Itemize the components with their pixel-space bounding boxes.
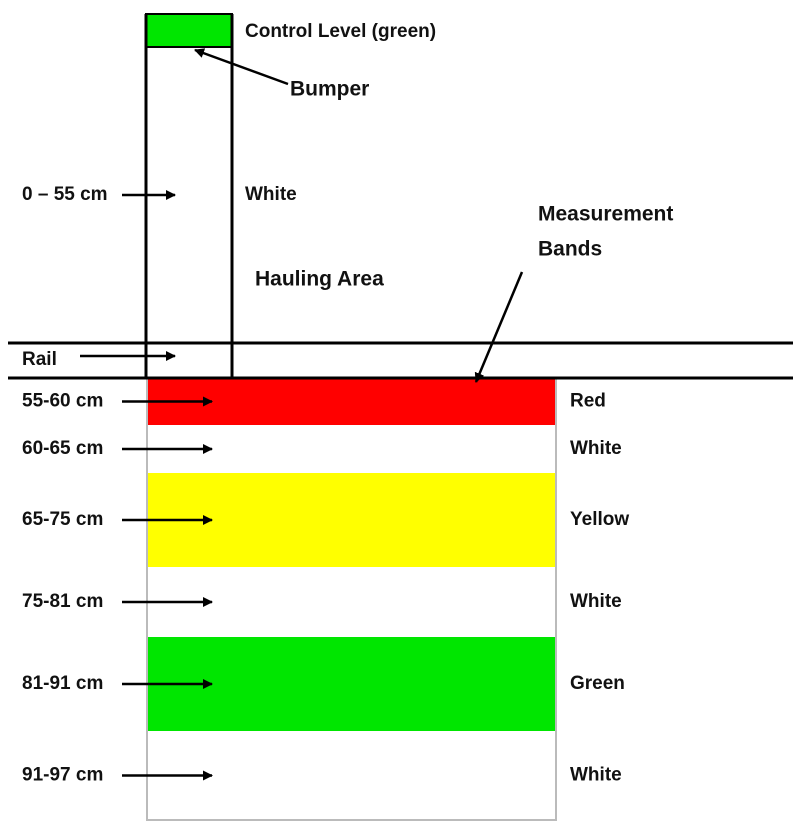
band: [147, 637, 556, 731]
band-color: White: [570, 765, 622, 786]
control-level-cap: [145, 13, 233, 48]
post-range-label: 0 – 55 cm: [22, 184, 108, 205]
measurement-bands-label: Bands: [538, 238, 602, 261]
band-range: 65-75 cm: [22, 509, 103, 530]
measurement-bands-label: Measurement: [538, 203, 673, 226]
rail-label: Rail: [22, 349, 57, 370]
band-range: 91-97 cm: [22, 765, 103, 786]
band-color: White: [570, 438, 622, 459]
band-color: Green: [570, 673, 625, 694]
band: [147, 567, 556, 637]
band-range: 55-60 cm: [22, 391, 103, 412]
band: [147, 731, 556, 820]
bumper-label: Bumper: [290, 78, 369, 101]
control-level-label: Control Level (green): [245, 21, 436, 42]
band-range: 75-81 cm: [22, 591, 103, 612]
band-range: 81-91 cm: [22, 673, 103, 694]
band-color: White: [570, 591, 622, 612]
hauling-area-label: Hauling Area: [255, 268, 384, 291]
measurement-bands: [146, 377, 557, 821]
measurement-arrow: [474, 271, 524, 383]
post-color-label: White: [245, 184, 297, 205]
band-range: 60-65 cm: [22, 438, 103, 459]
band: [147, 473, 556, 567]
bumper-arrow: [194, 48, 289, 86]
band: [147, 378, 556, 425]
band-color: Yellow: [570, 509, 629, 530]
band: [147, 425, 556, 473]
band-color: Red: [570, 391, 606, 412]
